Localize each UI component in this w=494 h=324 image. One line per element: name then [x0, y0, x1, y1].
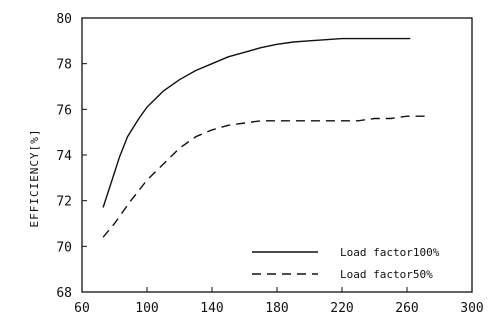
- y-tick-label: 78: [56, 58, 72, 73]
- x-tick-label: 220: [330, 301, 353, 316]
- legend-label: Load factor100%: [340, 246, 440, 259]
- x-tick-label: 300: [460, 301, 483, 316]
- y-tick-label: 74: [56, 149, 72, 164]
- y-tick-label: 70: [56, 240, 72, 255]
- x-tick-label: 140: [200, 301, 223, 316]
- y-tick-label: 68: [56, 286, 72, 301]
- y-tick-label: 76: [56, 103, 72, 118]
- series-line-load-factor-50: [102, 115, 427, 238]
- y-tick-label: 72: [56, 195, 72, 210]
- y-tick-label: 80: [56, 12, 72, 27]
- y-axis-label: EFFICIENCY[%]: [28, 128, 41, 227]
- x-tick-label: 260: [395, 301, 418, 316]
- x-tick-label: 180: [265, 301, 288, 316]
- series-line-load-factor-100: [102, 37, 411, 208]
- x-tick-label: 100: [135, 301, 158, 316]
- legend-label: Load factor50%: [340, 268, 433, 281]
- x-tick-label: 60: [74, 301, 90, 316]
